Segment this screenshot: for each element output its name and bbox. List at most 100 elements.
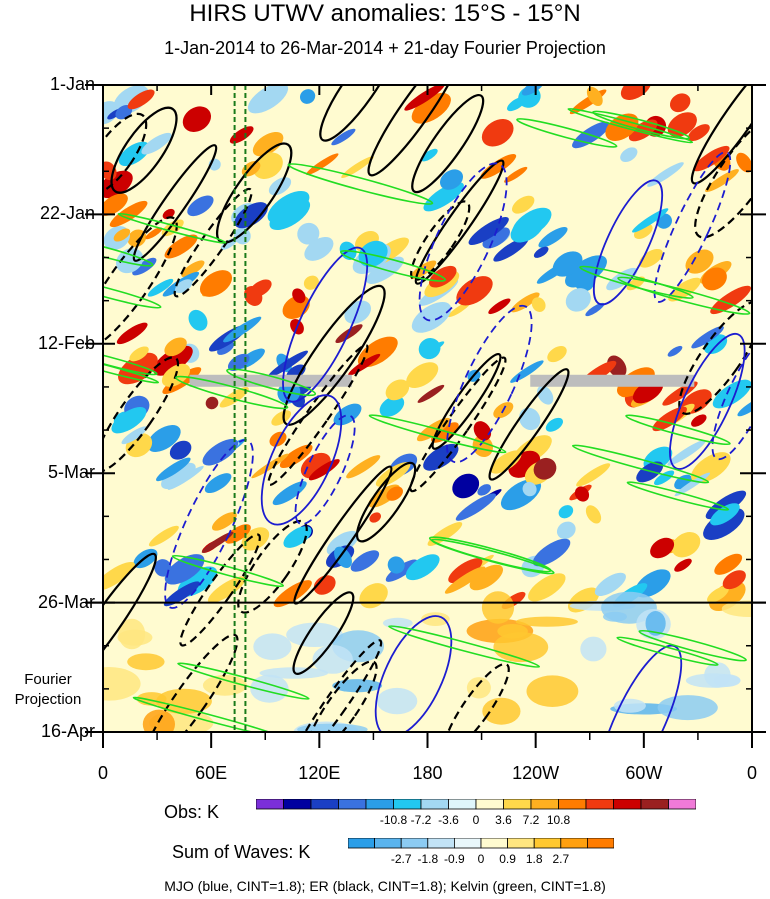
colorbar-swatch — [283, 799, 312, 810]
obs-anomaly-blob — [585, 505, 602, 524]
obs-anomaly-blob — [556, 521, 576, 540]
obs-anomaly-blob — [636, 461, 664, 483]
er-contour — [319, 85, 399, 142]
contour-legend-caption: MJO (blue, CINT=1.8); ER (black, CINT=1.… — [164, 878, 606, 894]
obs-anomaly-blob — [528, 573, 566, 602]
obs-anomaly-blob — [346, 455, 381, 479]
colorbar-tick-label: 2.7 — [552, 852, 570, 866]
obs-anomaly-blob — [147, 425, 181, 452]
obs-anomaly-blob — [103, 561, 135, 591]
mjo-contour — [592, 179, 664, 306]
er-contour — [103, 216, 178, 351]
obs-anomaly-blob — [304, 236, 334, 261]
obs-anomaly-blob — [710, 503, 740, 526]
obs-anomaly-blob — [350, 550, 380, 572]
projection-anomaly-blob — [721, 600, 752, 617]
obs-anomaly-blob — [594, 572, 626, 597]
colorbar-tick-label: -10.8 — [379, 813, 408, 827]
obs-anomaly-blob — [115, 248, 144, 274]
projection-anomaly-blob — [421, 612, 450, 626]
kelvin-contour — [516, 118, 618, 148]
kelvin-contour — [226, 368, 317, 397]
obs-anomaly-blob — [113, 228, 131, 242]
obs-anomaly-blob — [313, 575, 336, 595]
fourier-label-line-2: Projection — [14, 691, 82, 708]
obs-anomaly-blob — [547, 346, 567, 363]
obs-anomaly-blob — [207, 576, 246, 603]
obs-anomaly-blob — [504, 166, 528, 183]
kelvin-contour — [368, 414, 507, 454]
obs-anomaly-blob — [468, 216, 509, 246]
obs-anomaly-blob — [574, 486, 590, 502]
obs-anomaly-blob — [545, 417, 563, 432]
colorbar-swatch — [256, 799, 284, 810]
projection-anomaly-blob — [103, 667, 141, 701]
colorbar-swatch — [668, 799, 696, 810]
colorbar-tick-label: 0 — [472, 813, 480, 827]
obs-anomaly-blob — [552, 251, 583, 277]
er-contour — [488, 368, 570, 481]
obs-anomaly-blob — [164, 234, 198, 259]
obs-anomaly-blob — [223, 316, 262, 343]
colorbar-swatch — [348, 838, 376, 849]
projection-anomaly-blob — [127, 653, 165, 671]
obs-anomaly-blob — [292, 288, 306, 304]
obs-anomaly-blob — [448, 558, 483, 584]
obs-anomaly-blob — [411, 92, 451, 124]
obs-anomaly-blob — [306, 153, 339, 176]
obs-anomaly-blob — [348, 353, 381, 376]
obs-anomaly-blob — [164, 554, 205, 585]
obs-anomaly-blob — [164, 337, 187, 357]
missing-data-bar — [189, 374, 352, 387]
mjo-contour — [446, 304, 533, 464]
projection-anomaly-blob — [312, 645, 353, 674]
colorbar-swatch — [507, 838, 535, 849]
obs-anomaly-blob — [334, 546, 352, 568]
obs-anomaly-blob — [241, 527, 270, 551]
colorbar-tick-label: -2.7 — [390, 852, 412, 866]
obs-anomaly-blob — [565, 288, 591, 312]
kelvin-contour — [616, 636, 719, 666]
obs-anomaly-blob — [163, 581, 200, 607]
kelvin-contour — [617, 276, 751, 315]
obs-anomaly-blob — [531, 297, 546, 312]
colorbar-swatch — [448, 799, 477, 810]
obs-anomaly-blob — [473, 421, 492, 441]
obs-anomaly-blob — [103, 193, 128, 216]
obs-anomaly-blob — [674, 558, 692, 572]
obs-anomaly-blob — [279, 444, 313, 469]
obs-anomaly-blob — [297, 222, 320, 245]
obs-anomaly-blob — [229, 126, 254, 144]
obs-anomaly-blob — [234, 202, 268, 229]
obs-anomaly-blob — [488, 298, 511, 315]
obs-anomaly-blob — [481, 119, 514, 147]
mjo-contour — [653, 151, 732, 303]
x-tick-label: 120W — [512, 763, 560, 783]
er-contour — [103, 552, 157, 693]
obs-anomaly-blob — [439, 169, 464, 190]
obs-anomaly-blob — [421, 341, 445, 357]
colorbar-swatch — [533, 838, 562, 849]
obs-anomaly-blob — [712, 379, 752, 409]
obs-anomaly-blob — [201, 531, 234, 553]
er-contour — [414, 159, 505, 285]
obs-anomaly-blob — [620, 147, 638, 162]
obs-anomaly-blob — [211, 512, 237, 531]
obs-anomaly-blob — [420, 148, 438, 162]
obs-anomaly-blob — [705, 169, 739, 193]
obs-anomaly-blob — [687, 124, 710, 142]
er-contour — [216, 142, 293, 244]
mjo-contour — [374, 615, 453, 732]
colorbar-swatch — [365, 799, 394, 810]
obs-anomaly-blob — [423, 443, 459, 471]
obs-anomaly-blob — [141, 132, 172, 155]
obs-anomaly-blob — [671, 532, 701, 558]
kelvin-contour — [177, 662, 310, 700]
mjo-contour — [260, 394, 343, 526]
projection-anomaly-blob — [481, 591, 515, 624]
obs-anomaly-blob — [111, 407, 147, 434]
obs-anomaly-blob — [161, 462, 196, 490]
er-contour — [694, 112, 752, 239]
obs-anomaly-blob — [269, 431, 287, 447]
